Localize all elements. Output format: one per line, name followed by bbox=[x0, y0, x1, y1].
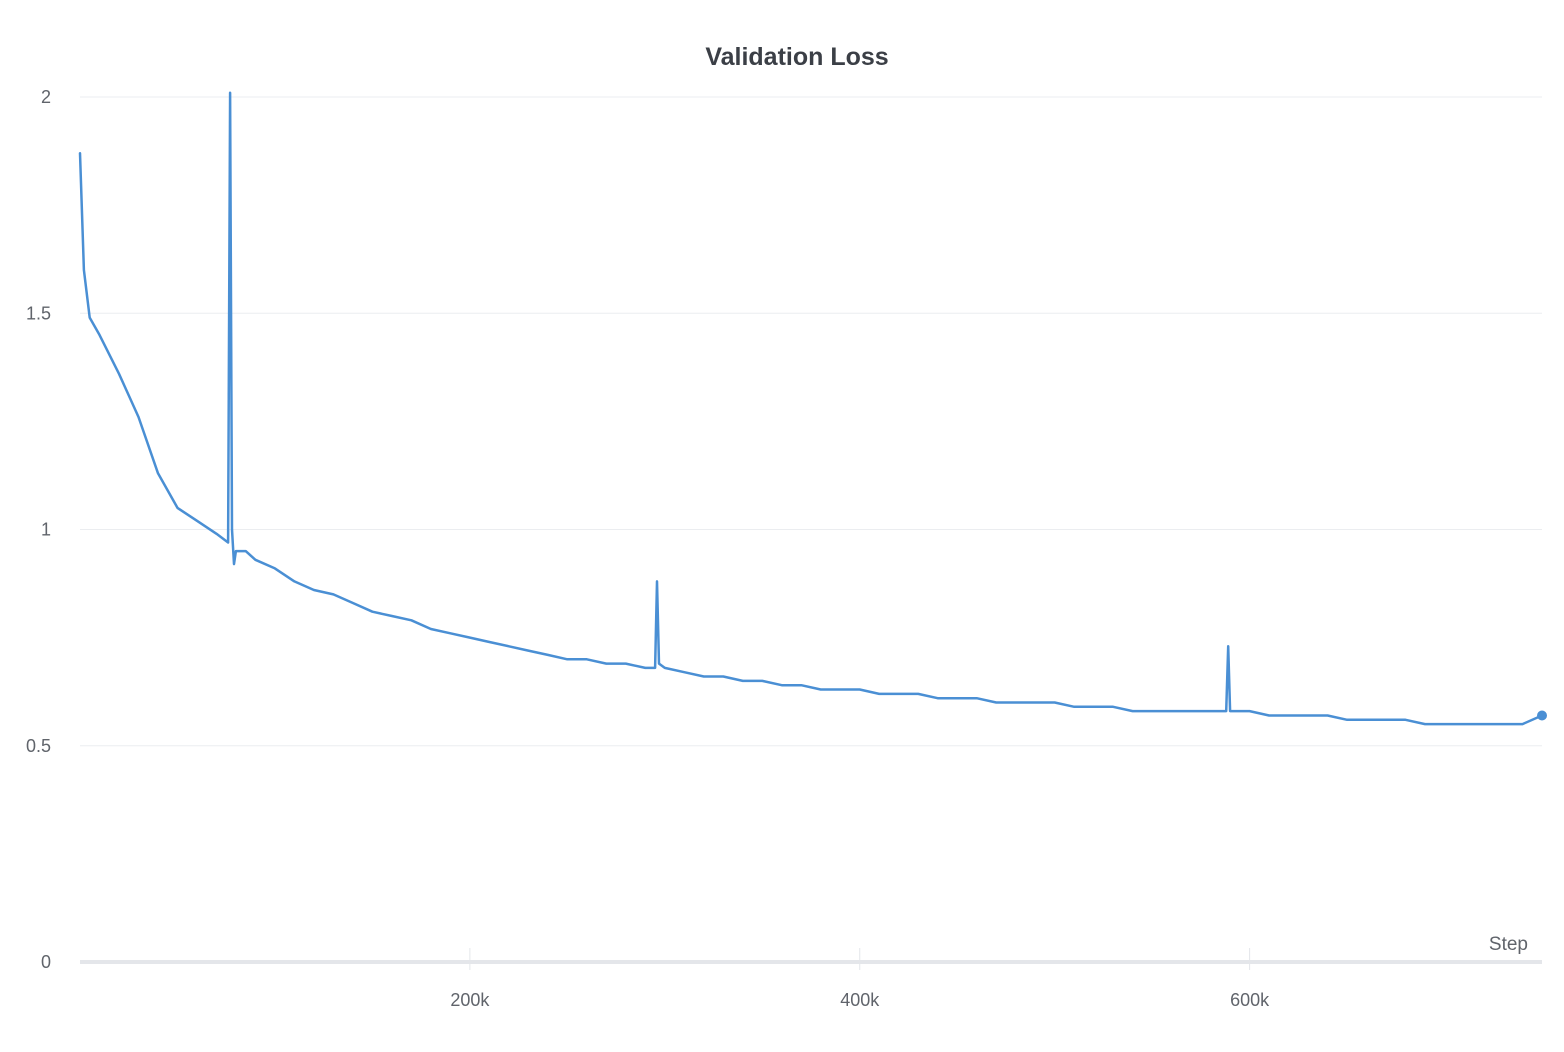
x-tick-label: 200k bbox=[450, 990, 490, 1010]
y-axis: 0 0.5 1 1.5 2 bbox=[26, 87, 51, 972]
chart-title: Validation Loss bbox=[705, 43, 888, 71]
x-tick-label: 600k bbox=[1230, 990, 1270, 1010]
x-axis-title: Step bbox=[1489, 934, 1528, 955]
y-tick-label: 0 bbox=[41, 952, 51, 972]
series-line bbox=[78, 91, 1544, 726]
y-tick-label: 1 bbox=[41, 520, 51, 540]
series-group bbox=[78, 91, 1547, 726]
x-tick-label: 400k bbox=[840, 990, 880, 1010]
grid-lines bbox=[80, 96, 1542, 747]
y-tick-label: 0.5 bbox=[26, 736, 51, 756]
series-end-point bbox=[1537, 710, 1547, 721]
y-tick-label: 2 bbox=[41, 87, 51, 107]
y-tick-label: 1.5 bbox=[26, 303, 51, 323]
x-axis-ticks: 200k 400k 600k bbox=[450, 948, 1270, 1010]
